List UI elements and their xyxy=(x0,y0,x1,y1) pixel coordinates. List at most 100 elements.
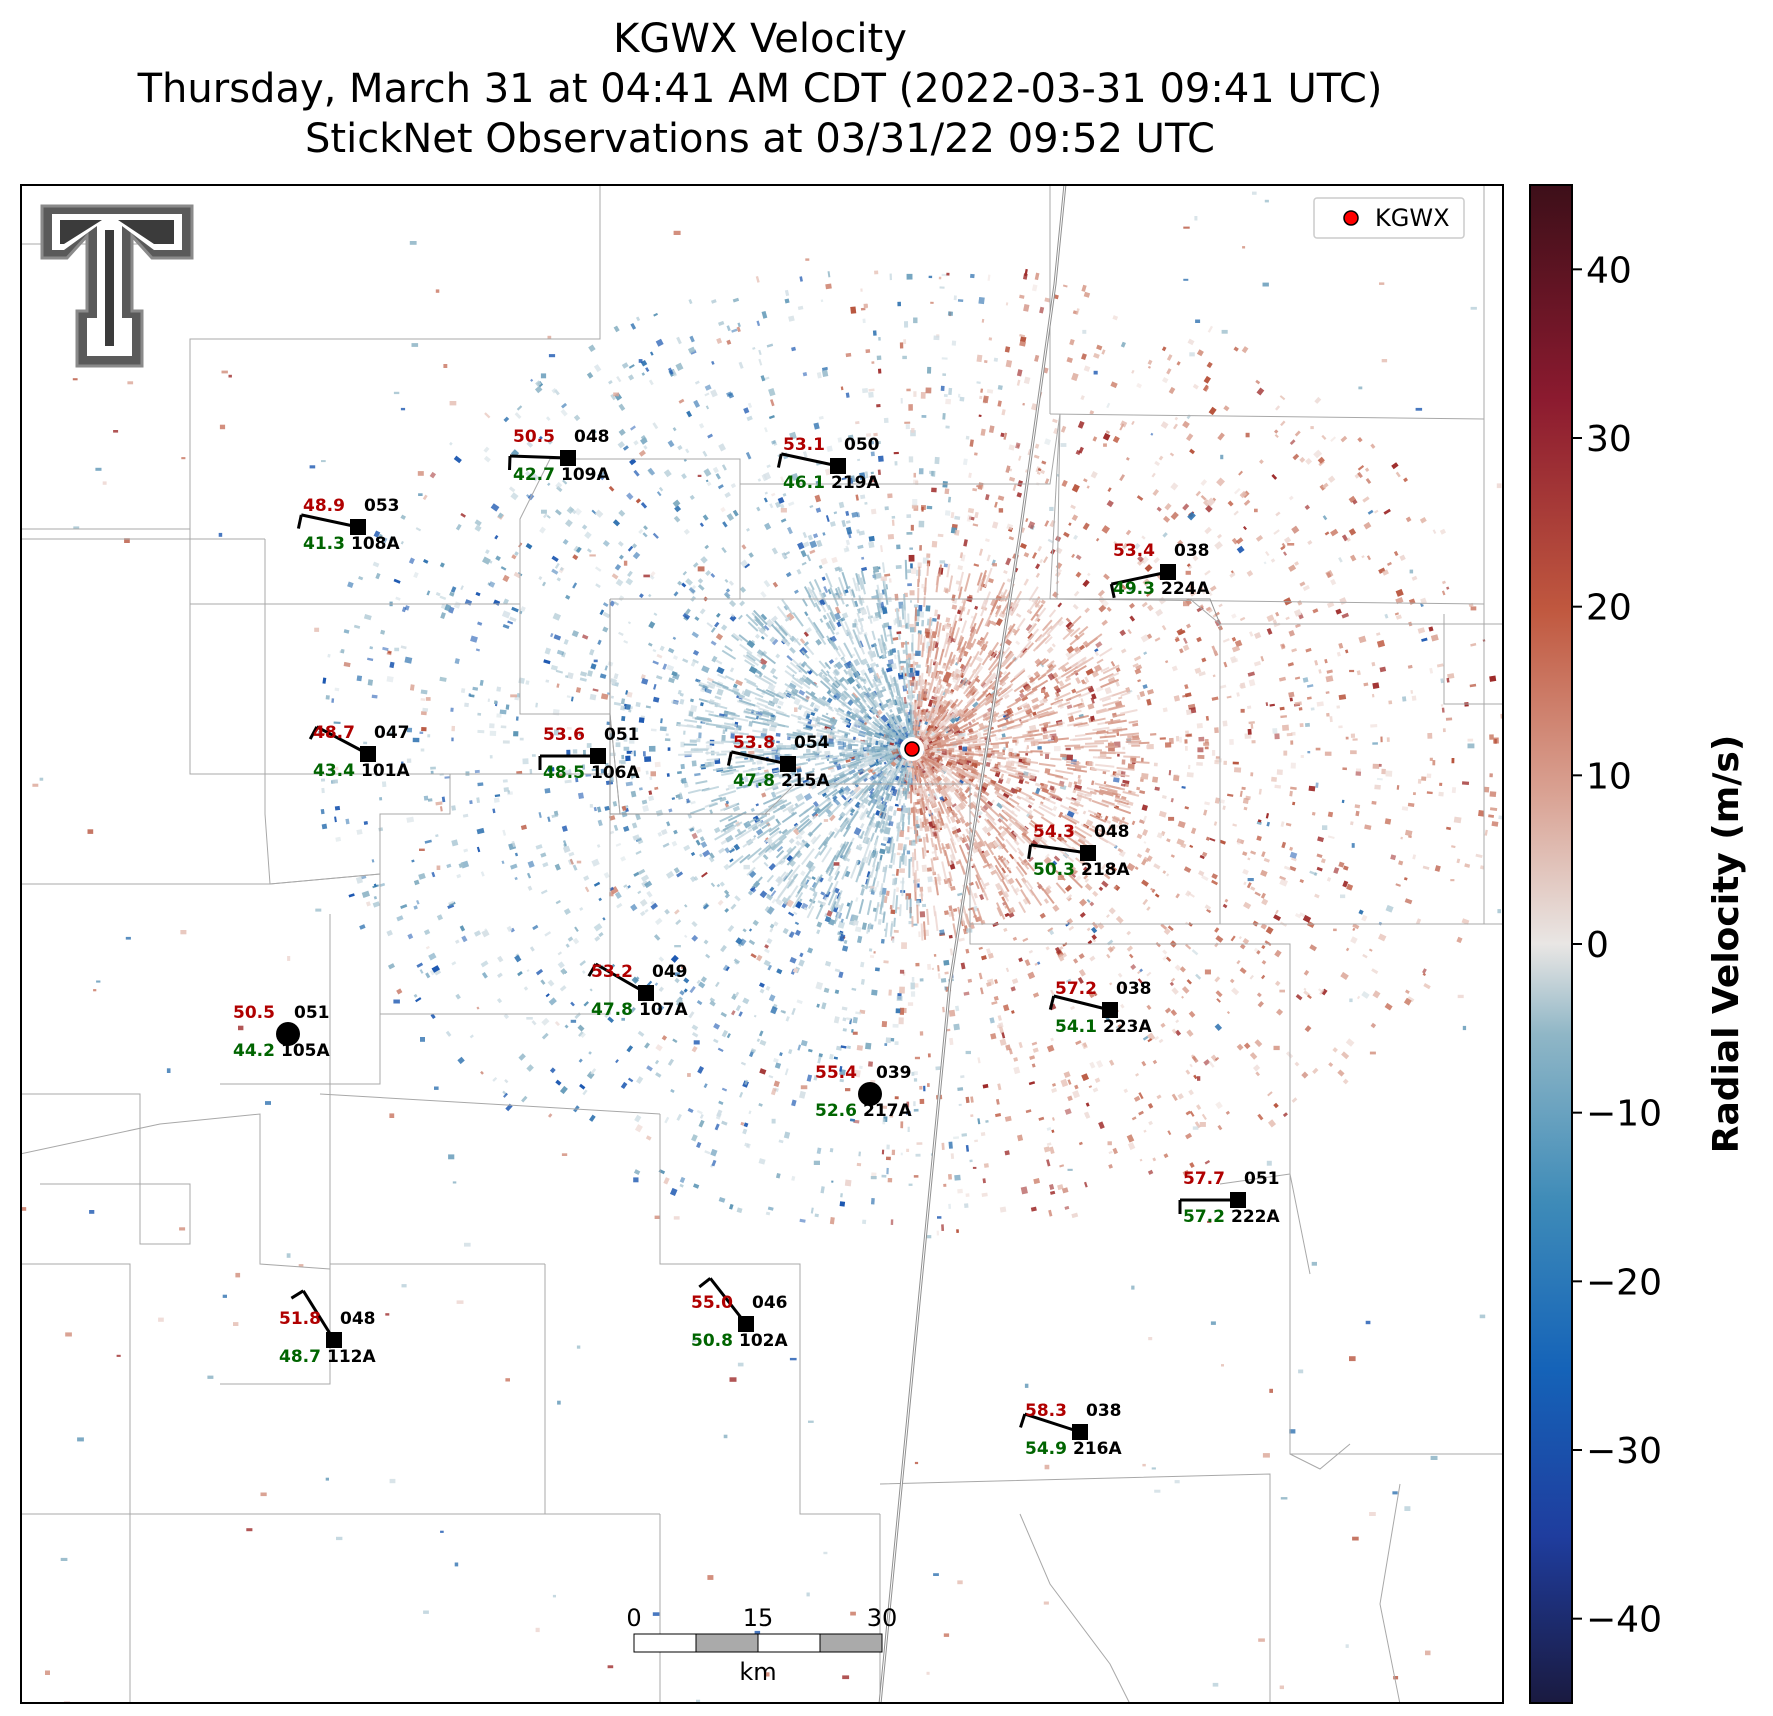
wind-barb-flag xyxy=(776,453,783,468)
station-wind-direction: 039 xyxy=(876,1063,912,1083)
station-dewpoint: 42.7 xyxy=(513,465,555,485)
wind-barb xyxy=(509,454,569,460)
station-222A[interactable]: 57.7 051 57.2 222A xyxy=(1178,1169,1280,1227)
station-102A[interactable]: 55.0 046 50.8 102A xyxy=(691,1277,788,1351)
station-temperature: 57.7 xyxy=(1183,1169,1225,1189)
station-id: 107A xyxy=(639,1000,688,1020)
colorbar-tick-label: 40 xyxy=(1586,250,1632,291)
wind-barb xyxy=(1053,994,1111,1012)
station-wind-direction: 051 xyxy=(1244,1169,1280,1189)
station-marker xyxy=(326,1332,342,1348)
station-216A[interactable]: 58.3 038 54.9 216A xyxy=(1019,1401,1123,1459)
station-id: 217A xyxy=(863,1101,912,1121)
title-line-1: KGWX Velocity xyxy=(613,16,907,62)
map-frame xyxy=(20,184,1504,1704)
station-dewpoint: 41.3 xyxy=(303,534,345,554)
station-wind-direction: 054 xyxy=(794,733,830,753)
colorbar-tick-label: −40 xyxy=(1586,1600,1662,1641)
station-dewpoint: 57.2 xyxy=(1183,1207,1225,1227)
station-wind-direction: 053 xyxy=(364,496,400,516)
station-wind-direction: 038 xyxy=(1086,1401,1122,1421)
inner-county-lines xyxy=(609,598,1221,815)
station-107A[interactable]: 53.2 049 47.8 107A xyxy=(587,962,689,1020)
station-101A[interactable]: 48.7 047 43.4 101A xyxy=(308,723,410,781)
station-dewpoint: 52.6 xyxy=(815,1101,857,1121)
station-wind-direction: 050 xyxy=(844,435,880,455)
station-marker xyxy=(276,1022,300,1046)
station-temperature: 50.5 xyxy=(233,1003,275,1023)
station-109A[interactable]: 50.5 048 42.7 109A xyxy=(508,427,611,485)
station-marker xyxy=(590,748,606,764)
station-marker xyxy=(738,1316,754,1332)
logo-bar xyxy=(60,220,174,244)
station-marker xyxy=(830,458,846,474)
colorbar-tick-label: 30 xyxy=(1586,419,1632,460)
station-dewpoint: 50.8 xyxy=(691,1331,733,1351)
station-temperature: 53.8 xyxy=(733,733,775,753)
station-dewpoint: 49.3 xyxy=(1113,579,1155,599)
station-224A[interactable]: 53.4 038 49.3 224A xyxy=(1109,541,1210,599)
station-wind-direction: 051 xyxy=(604,725,640,745)
colorbar-tick-label: −30 xyxy=(1586,1431,1662,1472)
station-218A[interactable]: 54.3 048 50.3 218A xyxy=(1027,822,1131,880)
station-marker xyxy=(858,1082,882,1106)
station-id: 218A xyxy=(1081,860,1130,880)
colorbar-gradient xyxy=(1529,184,1573,1704)
station-dewpoint: 50.3 xyxy=(1033,860,1075,880)
station-dewpoint: 47.8 xyxy=(733,771,775,791)
legend-box xyxy=(1313,197,1465,239)
station-dewpoint: 44.2 xyxy=(233,1041,275,1061)
radar-site-marker[interactable] xyxy=(900,737,924,761)
station-temperature: 53.4 xyxy=(1113,541,1155,561)
station-temperature: 58.3 xyxy=(1025,1401,1067,1421)
station-temperature: 55.0 xyxy=(691,1293,733,1313)
station-dewpoint: 43.4 xyxy=(313,761,355,781)
colorbar-tick-label: −10 xyxy=(1586,1094,1662,1135)
wind-barb xyxy=(300,513,359,529)
colorbar-tick-label: 10 xyxy=(1586,756,1632,797)
legend-marker xyxy=(1343,210,1359,226)
station-id: 224A xyxy=(1161,579,1210,599)
station-id: 219A xyxy=(831,473,880,493)
station-marker xyxy=(780,756,796,772)
station-marker xyxy=(1102,1002,1118,1018)
wind-barb-flag xyxy=(1109,583,1116,599)
station-223A[interactable]: 57.2 038 54.1 223A xyxy=(1048,979,1152,1037)
station-108A[interactable]: 48.9 053 41.3 108A xyxy=(296,496,400,554)
scale-tick-15: 15 xyxy=(743,1604,774,1632)
station-temperature: 50.5 xyxy=(513,427,555,447)
map-legend: KGWX xyxy=(1313,197,1465,239)
wind-barb-flag xyxy=(508,455,512,471)
scale-unit: km xyxy=(739,1658,776,1686)
station-dewpoint: 46.1 xyxy=(783,473,825,493)
station-106A[interactable]: 53.6 051 48.5 106A xyxy=(538,725,640,783)
station-219A[interactable]: 53.1 050 46.1 219A xyxy=(776,435,880,493)
station-marker xyxy=(560,450,576,466)
station-wind-direction: 048 xyxy=(340,1309,376,1329)
station-wind-direction: 049 xyxy=(652,962,688,982)
station-id: 101A xyxy=(361,761,410,781)
station-wind-direction: 038 xyxy=(1174,541,1210,561)
station-215A[interactable]: 53.8 054 47.8 215A xyxy=(726,733,830,791)
scale-tick-0: 0 xyxy=(626,1604,641,1632)
station-marker xyxy=(1080,845,1096,861)
station-wind-direction: 048 xyxy=(574,427,610,447)
colorbar-label: Radial Velocity (m/s) xyxy=(1706,735,1747,1154)
logo-stem xyxy=(105,230,114,346)
station-105A[interactable]: 50.5 051 44.2 105A xyxy=(233,1003,330,1061)
sticknet-stations: 48.9 053 41.3 108A 50.5 048 42.7 109A 53.1 050 46.… xyxy=(233,427,1280,1459)
station-217A[interactable]: 55.4 039 52.6 217A xyxy=(815,1063,912,1121)
colorbar: 40 30 20 10 0 −10 −20 −30 −40 Radial Velocity (m… xyxy=(1529,184,1747,1704)
wind-barb-flag xyxy=(308,726,319,740)
station-temperature: 51.8 xyxy=(279,1309,321,1329)
station-id: 109A xyxy=(561,465,610,485)
station-112A[interactable]: 51.8 048 48.7 112A xyxy=(279,1289,376,1367)
station-dewpoint: 48.5 xyxy=(543,763,585,783)
station-temperature: 54.3 xyxy=(1033,822,1075,842)
station-marker xyxy=(1160,564,1176,580)
station-temperature: 53.1 xyxy=(783,435,825,455)
wind-barb xyxy=(595,962,647,995)
station-dewpoint: 47.8 xyxy=(591,1000,633,1020)
station-wind-direction: 051 xyxy=(294,1003,330,1023)
radar-map[interactable]: 48.9 053 41.3 108A 50.5 048 42.7 109A 53.1 050 46.… xyxy=(20,184,1504,1704)
